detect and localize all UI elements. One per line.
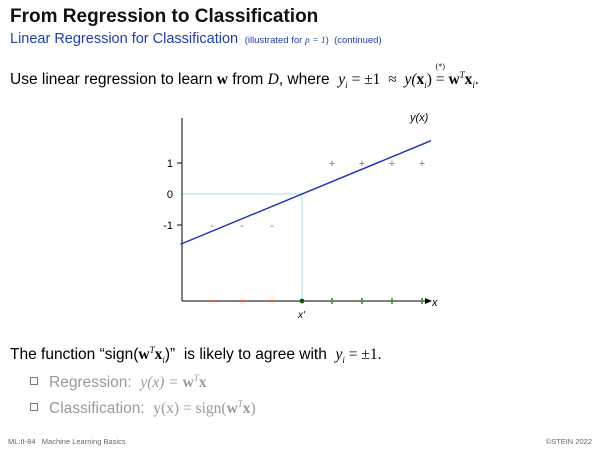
bullet-classification: Classification: y(x) = sign(wTx): [30, 399, 256, 418]
subtitle-main: Linear Regression for Classification: [10, 31, 239, 47]
slide-subtitle: Linear Regression for Classification (il…: [10, 31, 382, 47]
footer-slide-code: ML:II-84: [8, 437, 36, 446]
negative-point: -: [210, 220, 214, 232]
footer-copyright: ©STEIN 2022: [545, 437, 592, 446]
positive-point: +: [359, 158, 365, 170]
positive-point: +: [329, 158, 335, 170]
footer-left: ML:II-84 Machine Learning Basics: [8, 437, 126, 446]
x-axis-label: x: [431, 297, 438, 309]
bullet-regression: Regression: y(x) = wTx: [30, 373, 207, 392]
negative-point: -: [270, 220, 274, 232]
threshold-point: [299, 298, 305, 304]
subtitle-continued: (continued): [334, 35, 382, 46]
y-tick-label: 0: [167, 189, 173, 201]
y-tick-label: 1: [167, 158, 173, 170]
threshold-label: x': [297, 310, 306, 321]
y-tick-label: -1: [163, 220, 173, 232]
statement-sign-function: The function “sign(wTxi)” is likely to a…: [10, 345, 382, 366]
x-axis-arrow-icon: [425, 298, 432, 304]
negative-point: -: [240, 220, 244, 232]
regression-line: [180, 140, 432, 245]
slide-title: From Regression to Classification: [10, 6, 319, 27]
positive-point: +: [419, 158, 425, 170]
subtitle-note: (illustrated for p = 1) (continued): [244, 35, 382, 46]
footer-course: Machine Learning Basics: [41, 437, 126, 446]
statement-linear-regression: Use linear regression to learn w from D,…: [10, 62, 479, 91]
bullet-square-icon: [30, 403, 38, 412]
bullet-square-icon: [30, 377, 38, 386]
positive-point: +: [389, 158, 395, 170]
y-axis-label: y(x): [409, 112, 429, 124]
star-reference: (*): [435, 62, 445, 72]
